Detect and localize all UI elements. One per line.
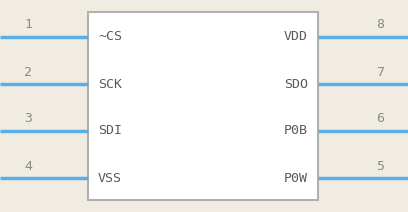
Text: 6: 6	[376, 113, 384, 126]
Text: 4: 4	[24, 159, 32, 173]
Bar	[88, 12, 318, 200]
Text: 8: 8	[376, 18, 384, 32]
Text: 3: 3	[24, 113, 32, 126]
Text: 7: 7	[376, 66, 384, 78]
Text: P0B: P0B	[284, 124, 308, 138]
Text: 2: 2	[24, 66, 32, 78]
Text: P0W: P0W	[284, 172, 308, 184]
Text: SDI: SDI	[98, 124, 122, 138]
Text: SCK: SCK	[98, 78, 122, 91]
Text: 5: 5	[376, 159, 384, 173]
Text: SDO: SDO	[284, 78, 308, 91]
Text: VSS: VSS	[98, 172, 122, 184]
Text: VDD: VDD	[284, 31, 308, 43]
Text: ~CS: ~CS	[98, 31, 122, 43]
Text: 1: 1	[24, 18, 32, 32]
